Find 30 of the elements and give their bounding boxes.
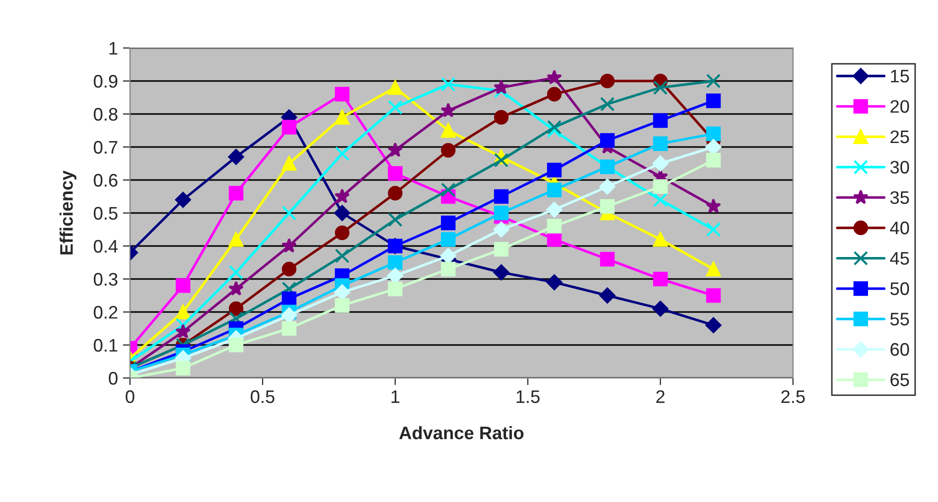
legend-label: 55 [890, 312, 909, 326]
legend-label: 15 [891, 70, 909, 82]
legend-label: 60 [890, 343, 910, 356]
x-tick-label: 2 [656, 390, 665, 403]
y-tick-label: 0 [108, 372, 118, 385]
legend-label: 45 [890, 252, 909, 265]
x-tick-label: 0 [126, 390, 134, 404]
legend-label: 40 [890, 222, 910, 234]
y-tick-label: 0.7 [94, 140, 118, 154]
x-tick-label: 1 [392, 390, 400, 403]
x-axis-title: Advance Ratio [399, 426, 524, 440]
x-tick-label: 2.5 [781, 390, 805, 404]
legend-label: 25 [890, 130, 909, 144]
y-axis-title: Efficiency [60, 170, 76, 254]
y-tick-label: 1 [110, 42, 118, 55]
legend-label: 35 [890, 191, 909, 204]
y-tick-label: 0.4 [94, 240, 118, 253]
legend-label: 20 [890, 100, 910, 113]
y-tick-label: 0.1 [94, 338, 118, 352]
y-tick-label: 0.3 [94, 272, 118, 286]
y-tick-label: 0.9 [94, 74, 118, 88]
legend-label: 50 [890, 282, 910, 296]
y-tick-label: 0.5 [94, 206, 118, 220]
y-tick-label: 0.8 [94, 108, 118, 121]
legend-label: 65 [890, 373, 909, 386]
x-tick-label: 1.5 [516, 390, 540, 404]
y-tick-label: 0.2 [94, 306, 118, 319]
x-tick-label: 0.5 [250, 390, 274, 404]
y-tick-label: 0.6 [94, 174, 118, 187]
legend-label: 30 [890, 160, 910, 174]
